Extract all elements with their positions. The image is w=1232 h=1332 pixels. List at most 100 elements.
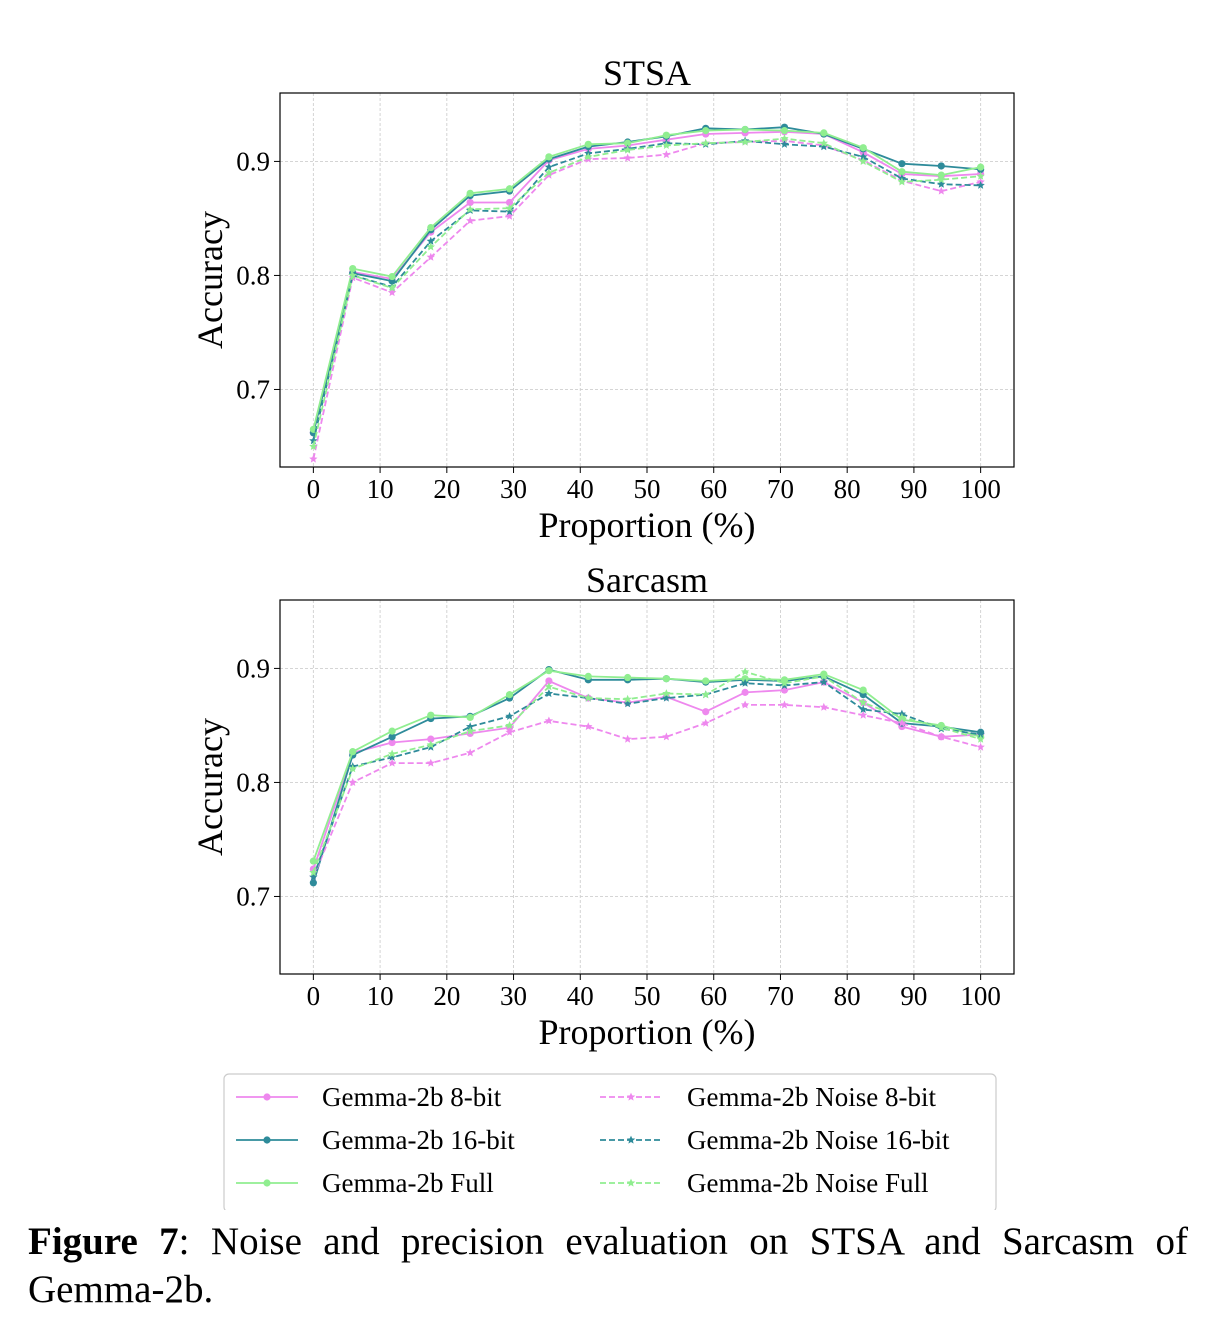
data-point [976,734,985,743]
data-point [466,198,474,207]
data-point [309,872,318,881]
y-tick-label: 0.8 [236,767,270,797]
data-point [466,189,474,197]
x-tick-label: 40 [567,981,594,1011]
data-point [505,691,514,699]
data-point [662,141,671,149]
x-tick-label: 10 [367,981,394,1011]
x-tick-label: 20 [433,474,460,504]
data-point [937,723,946,732]
data-point [387,749,397,758]
x-tick-label: 70 [767,474,794,504]
data-point [898,168,906,176]
y-axis-label: Accuracy [190,211,230,349]
chart-0: 0 10 20 30 40 50 60 70 80 90 100 0.7 0.8 0.9 STSA Propo… [190,53,1015,545]
series-line [312,139,981,460]
data-point [819,142,828,151]
data-point [702,127,710,135]
chart-1: 0 10 20 30 40 50 60 70 80 90 100 0.7 0.8 0.9 Sarcasm Pr… [190,560,1015,1052]
data-point [544,168,554,177]
data-point [388,272,396,281]
data-point [387,753,397,761]
x-tick-label: 0 [307,981,321,1011]
legend-entry: Gemma-2b Noise Full [600,1168,928,1198]
legend-marker [626,1092,636,1101]
series-line [312,670,981,873]
data-point [702,677,710,685]
data-point [388,733,396,741]
data-point [427,711,435,719]
data-point [741,688,749,696]
data-point [426,740,435,749]
data-point [505,727,514,736]
data-point [702,708,710,716]
data-point [427,735,435,743]
data-point [780,134,789,143]
series-line [312,669,981,862]
legend-entry: Gemma-2b Full [236,1168,494,1198]
data-point [505,721,514,729]
data-point [544,162,554,171]
data-point [466,204,475,213]
data-point [937,179,946,188]
x-tick-label: 90 [900,474,927,504]
legend-marker [626,1135,636,1144]
data-point [388,738,396,747]
data-point [740,700,750,709]
data-point [859,705,868,713]
x-tick-label: 70 [767,981,794,1011]
x-tick-label: 0 [307,474,321,504]
data-point [897,713,907,721]
legend-label: Gemma-2b 8-bit [322,1082,502,1112]
data-point [937,162,945,170]
y-tick-label: 0.7 [236,374,270,404]
data-point [505,207,514,216]
x-tick-label: 80 [834,474,861,504]
data-point [780,127,789,135]
data-point [584,672,592,680]
series-gemma-2b-full [309,125,985,433]
data-point [662,689,671,698]
series-gemma-2b-noise-full [309,667,985,877]
figure-caption-label: Figure 7 [28,1220,179,1263]
data-point [387,758,397,767]
data-point [662,732,671,741]
data-point [349,264,357,273]
data-point [741,125,749,134]
figure-caption: Figure 7: Noise and precision evaluation… [28,1218,1188,1314]
series-line [312,704,981,878]
data-point [701,138,710,147]
legend-entry: Gemma-2b 16-bit [236,1125,515,1155]
data-point [976,742,985,751]
data-point [309,868,318,877]
data-point [505,711,514,720]
data-point [859,686,867,694]
x-tick-label: 50 [634,474,661,504]
data-point [309,857,317,865]
data-point [937,175,946,184]
data-point [544,689,554,698]
data-point [348,764,357,773]
data-point [309,442,318,450]
data-point [624,673,632,682]
data-point [701,718,710,727]
data-point [740,137,750,146]
y-axis-label: Accuracy [190,718,230,856]
data-point [309,879,317,887]
data-point [426,252,435,261]
data-point [976,181,985,189]
series-line [312,130,981,434]
data-point [976,171,985,180]
data-point [859,144,867,152]
data-point [309,436,318,445]
data-point [820,129,828,137]
legend-marker [626,1178,636,1187]
data-point [584,693,593,702]
data-point [662,693,671,702]
data-point [544,682,554,691]
data-point [426,758,435,767]
data-point [976,730,985,739]
data-point [348,778,357,786]
data-point [545,667,553,675]
legend-box [223,1073,997,1210]
